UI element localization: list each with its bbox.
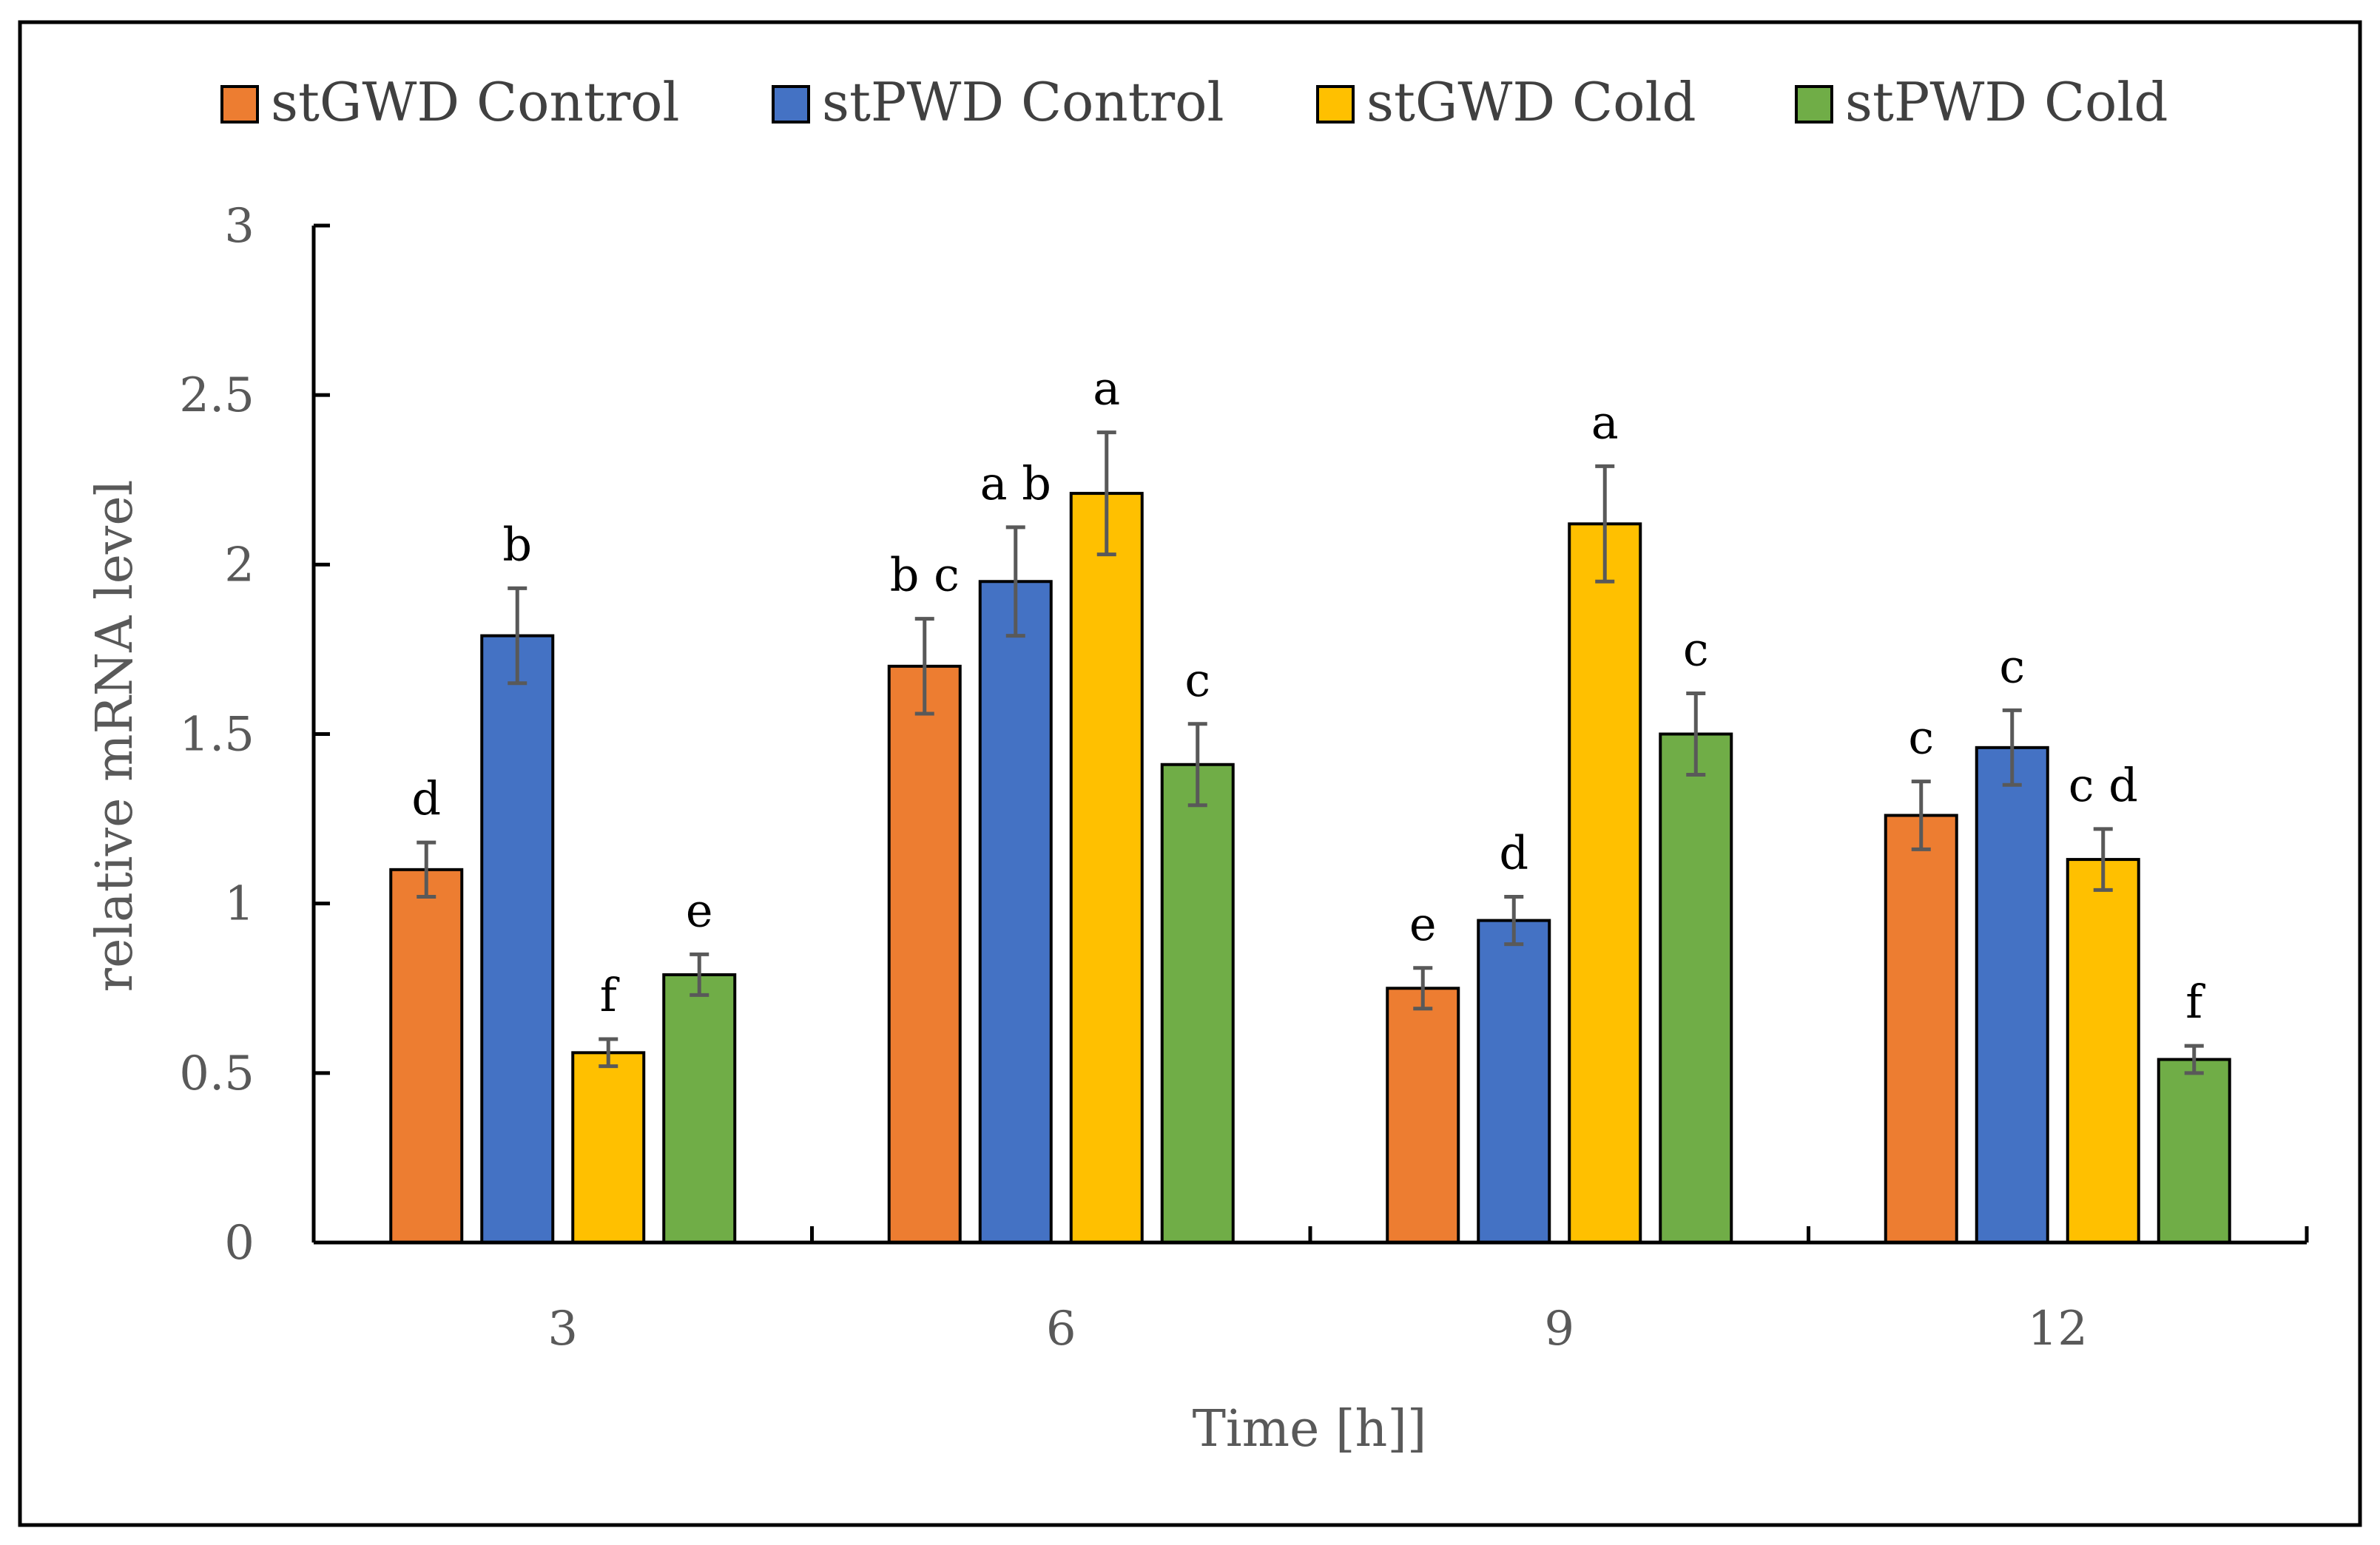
y-tick-label: 3 [224, 199, 254, 254]
bar [2157, 1058, 2231, 1244]
significance-label: a [1591, 395, 1619, 449]
y-tick-label: 1.5 [179, 708, 254, 763]
legend: stGWD Control stPWD Control stGWD Cold stPW… [220, 71, 2168, 133]
y-tick-label: 1 [224, 877, 254, 932]
bar [480, 634, 555, 1244]
significance-labels: d b c e c b a b d c f a a c d e c c f [411, 362, 2205, 1030]
legend-swatch [1316, 85, 1355, 124]
bar [662, 973, 737, 1244]
legend-label: stPWD Cold [1845, 71, 2168, 133]
significance-label: c [1683, 623, 1709, 677]
bar [887, 664, 962, 1244]
error-bars [417, 430, 2204, 1075]
x-axis-title: Time [h]] [1193, 1400, 1427, 1458]
significance-label: c [1908, 711, 1934, 765]
x-tick-label: 6 [1046, 1302, 1076, 1356]
legend-label: stGWD Control [271, 71, 680, 133]
legend-label: stGWD Cold [1366, 71, 1696, 133]
significance-label: b [502, 517, 532, 571]
legend-swatch [772, 85, 810, 124]
significance-label: d [1499, 826, 1528, 880]
significance-label: a b [980, 456, 1051, 510]
significance-label: b c [890, 548, 960, 602]
bar [2066, 858, 2140, 1245]
bar [389, 868, 464, 1245]
bar [978, 580, 1053, 1244]
significance-label: f [2185, 975, 2205, 1029]
x-tick-label: 3 [547, 1302, 578, 1356]
significance-label: c [1184, 653, 1210, 707]
significance-label: a [1093, 362, 1120, 416]
y-axis-title: relative mRNA level [86, 480, 144, 993]
significance-label: c [1999, 639, 2025, 693]
significance-label: e [686, 883, 713, 937]
legend-swatch [1795, 85, 1833, 124]
significance-label: c d [2069, 758, 2138, 812]
significance-label: e [1409, 897, 1437, 951]
legend-item: stPWD Control [772, 71, 1224, 133]
x-tick-labels: 3 6 9 12 [547, 1302, 2088, 1356]
x-tick-label: 9 [1544, 1302, 1574, 1356]
bar [1568, 522, 1642, 1244]
legend-item: stPWD Cold [1795, 71, 2168, 133]
y-tick-label: 0.5 [179, 1047, 254, 1101]
bar [1884, 814, 1958, 1244]
bar [571, 1051, 646, 1245]
legend-item: stGWD Control [220, 71, 680, 133]
significance-label: d [411, 771, 441, 825]
y-tick-label: 2.5 [179, 368, 254, 423]
x-tick-label: 12 [2028, 1302, 2088, 1356]
plot-area: d b c e c b a b d c f a a c d e c c f 0 0.5 1 1.5 2 2.5 3 3 6 9… [179, 199, 2309, 1356]
y-tick-label: 0 [224, 1216, 254, 1271]
bar [1659, 732, 1733, 1244]
bar [1477, 919, 1551, 1245]
bar [1069, 492, 1144, 1244]
legend-label: stPWD Control [822, 71, 1224, 133]
axes [311, 223, 2309, 1245]
bar [1975, 746, 2049, 1244]
legend-item: stGWD Cold [1316, 71, 1696, 133]
legend-swatch [220, 85, 259, 124]
y-tick-label: 2 [224, 538, 254, 592]
significance-label: f [600, 968, 620, 1022]
bar [1386, 987, 1460, 1244]
y-tick-labels: 0 0.5 1 1.5 2 2.5 3 [179, 199, 254, 1271]
bar [1160, 763, 1235, 1244]
